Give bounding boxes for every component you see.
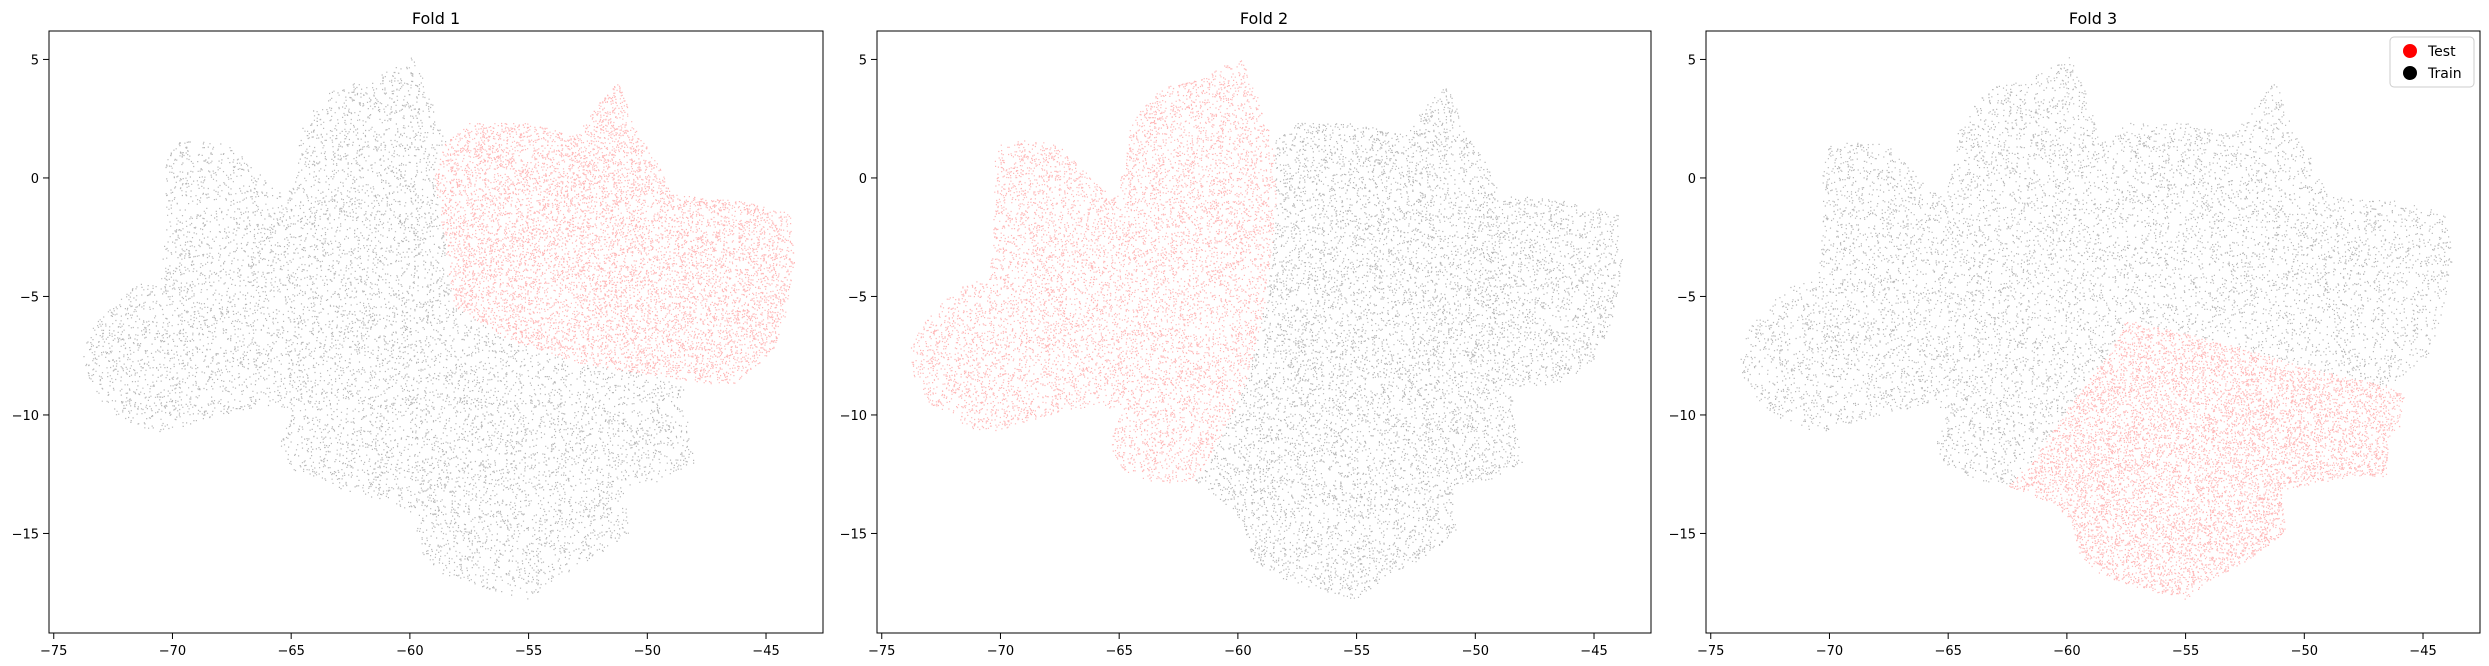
x-tick-label: −60 [2053,644,2080,659]
x-tick-label: −70 [159,644,186,659]
x-tick-label: −65 [1934,644,1961,659]
points-layer [83,57,795,600]
panel-title: Fold 2 [1240,9,1288,28]
x-tick-label: −65 [1105,644,1132,659]
panel-fold-1: Fold 1 −75 −70 −65 −60 −55 −50 −45 5 0 −5 −10 −15 [12,9,824,659]
panel-title: Fold 3 [2069,9,2117,28]
series-points-train [83,57,695,600]
x-tick-label: −50 [1462,644,1489,659]
legend-label-test: Test [2427,44,2456,60]
points-layer [1740,57,2453,600]
y-axis: 5 0 −5 −10 −15 [12,53,49,542]
x-axis: −75 −70 −65 −60 −55 −50 −45 [40,633,780,659]
y-tick-label: 0 [1688,172,1696,187]
y-tick-label: 0 [859,172,867,187]
y-tick-label: 5 [31,53,39,68]
panel-fold-3: Fold 3 −75 −70 −65 −60 −55 −50 −45 5 0 −5 −10 −15 [1669,9,2481,659]
x-tick-label: −45 [752,644,779,659]
x-tick-label: −55 [1343,644,1370,659]
panel-fold-2: Fold 2 −75 −70 −65 −60 −55 −50 −45 5 0 −5 −10 −15 [840,9,1652,659]
x-tick-label: −55 [2172,644,2199,659]
y-tick-label: −10 [840,409,867,424]
series-points-train [1740,57,2453,485]
x-tick-label: −55 [515,644,542,659]
legend-label-train: Train [2427,66,2462,82]
x-tick-label: −45 [2409,644,2436,659]
y-tick-label: 5 [859,53,867,68]
x-tick-label: −70 [987,644,1014,659]
y-tick-label: −10 [12,409,39,424]
plot-frame [48,30,824,634]
y-tick-label: −15 [12,527,39,542]
x-axis: −75 −70 −65 −60 −55 −50 −45 [868,633,1608,659]
x-tick-label: −75 [868,644,895,659]
x-tick-label: −60 [396,644,423,659]
series-points-train [1196,88,1623,599]
legend-marker-train [2403,66,2417,80]
x-tick-label: −70 [1816,644,1843,659]
legend: Test Train [2389,36,2475,88]
x-tick-label: −60 [1224,644,1251,659]
x-tick-label: −50 [634,644,661,659]
y-tick-label: −15 [1669,527,1696,542]
x-tick-label: −65 [277,644,304,659]
y-tick-label: −5 [20,290,39,305]
x-tick-label: −45 [1580,644,1607,659]
y-tick-label: −5 [1677,290,1696,305]
legend-marker-test [2403,44,2417,58]
y-axis: 5 0 −5 −10 −15 [840,53,877,542]
series-points-test [434,84,795,385]
series-points-test [2009,321,2405,600]
x-tick-label: −75 [1697,644,1724,659]
y-tick-label: −15 [840,527,867,542]
plot-frame [1705,30,2481,634]
x-tick-label: −50 [2291,644,2318,659]
x-tick-label: −75 [40,644,67,659]
y-tick-label: −10 [1669,409,1696,424]
x-axis: −75 −70 −65 −60 −55 −50 −45 [1697,633,2437,659]
y-tick-label: 5 [1688,53,1696,68]
points-layer [910,60,1623,599]
series-points-test [910,60,1277,484]
y-axis: 5 0 −5 −10 −15 [1669,53,1706,542]
y-tick-label: 0 [31,172,39,187]
panel-title: Fold 1 [412,9,460,28]
plot-frame [876,30,1652,634]
y-tick-label: −5 [848,290,867,305]
